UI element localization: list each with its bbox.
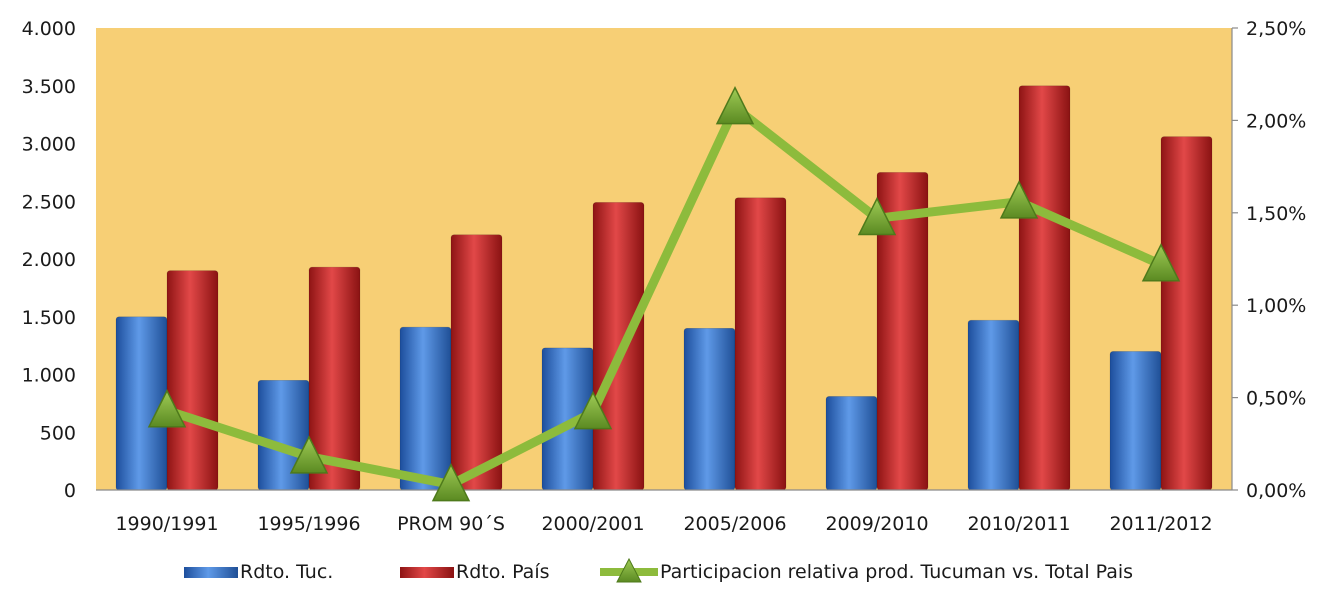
participacion-marker-2	[431, 462, 471, 502]
legend-swatch-rdto-tuc	[184, 567, 238, 578]
y-left-tick-label: 2.500	[22, 191, 76, 213]
x-category-label: 1990/1991	[115, 513, 218, 535]
bar-rdto-tuc-0	[115, 316, 168, 491]
y-left-tick-label: 1.000	[22, 365, 76, 387]
bar-rdto-tuc-4	[683, 327, 736, 491]
axes-layer: 0 500 1.000 1.500 2.000 2.500 3.000 3.500 4.000 0…	[22, 18, 1307, 535]
y-left-tick-label: 500	[40, 422, 76, 444]
x-category-label: 2005/2006	[683, 513, 786, 535]
y-left-tick-label: 4.000	[22, 18, 76, 40]
x-category-label: 2010/2011	[967, 513, 1070, 535]
y-left-tick-label: 3.500	[22, 76, 76, 98]
y-right-tick-label: 1,00%	[1246, 295, 1306, 317]
x-category-label: 1995/1996	[257, 513, 360, 535]
bar-rdto-pais-0	[166, 270, 219, 491]
y-right-tick-label: 1,50%	[1246, 203, 1306, 225]
participacion-line	[162, 103, 1166, 489]
legend-marker-participacion	[616, 557, 642, 583]
bar-rdto-tuc-7	[1109, 351, 1162, 491]
legend-label-participacion: Participacion relativa prod. Tucuman vs.…	[660, 561, 1133, 583]
legend-label-rdto-pais: Rdto. País	[456, 561, 550, 583]
x-category-label: 2000/2001	[541, 513, 644, 535]
bar-rdto-pais-3	[592, 202, 645, 491]
line-layer	[147, 85, 1181, 502]
bar-rdto-pais-7	[1160, 136, 1213, 491]
y-left-tick-label: 3.000	[22, 134, 76, 156]
y-left-tick-label: 0	[64, 480, 76, 502]
bar-rdto-pais-6	[1018, 85, 1071, 491]
x-category-label: PROM 90´S	[397, 513, 505, 535]
y-right-tick-label: 2,00%	[1246, 110, 1306, 132]
bar-rdto-pais-4	[734, 197, 787, 491]
participacion-marker-5	[857, 196, 897, 236]
bar-rdto-tuc-6	[967, 319, 1020, 491]
bars-layer	[115, 85, 1213, 491]
participacion-marker-1	[289, 435, 329, 474]
bar-rdto-tuc-2	[399, 326, 452, 491]
legend: Rdto. Tuc. Rdto. País Participacion relati…	[184, 557, 1133, 583]
bar-rdto-tuc-5	[825, 396, 878, 491]
y-left-tick-label: 2.000	[22, 249, 76, 271]
x-category-label: 2009/2010	[825, 513, 928, 535]
y-right-tick-label: 0,50%	[1246, 388, 1306, 410]
participacion-marker-4	[715, 85, 755, 125]
x-category-label: 2011/2012	[1109, 513, 1212, 535]
y-left-tick-label: 1.500	[22, 307, 76, 329]
legend-label-rdto-tuc: Rdto. Tuc.	[240, 561, 333, 583]
participacion-marker-6	[999, 180, 1039, 219]
legend-swatch-rdto-pais	[400, 567, 454, 578]
participacion-marker-3	[573, 390, 613, 430]
bar-rdto-pais-2	[450, 234, 503, 491]
y-right-tick-label: 2,50%	[1246, 18, 1306, 40]
y-right-tick-label: 0,00%	[1246, 480, 1306, 502]
participacion-marker-0	[147, 389, 187, 428]
participacion-marker-7	[1141, 243, 1181, 282]
